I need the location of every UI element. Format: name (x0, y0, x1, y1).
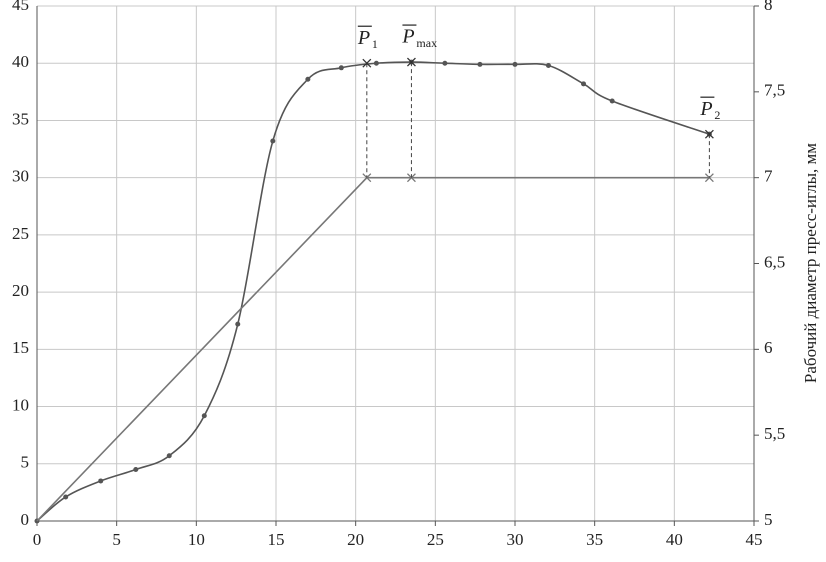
point (235, 321, 241, 327)
x-tick-label: 25 (427, 530, 444, 549)
annotation-text: P (401, 26, 414, 48)
x-tick-label: 40 (666, 530, 683, 549)
y-tick-label: 0 (21, 510, 30, 529)
y-tick-label: 40 (12, 52, 29, 71)
point (338, 65, 344, 71)
annotation-marker (704, 129, 714, 139)
y2-tick-label: 6,5 (764, 252, 785, 271)
x-tick-label: 10 (188, 530, 205, 549)
point (63, 494, 69, 500)
x-tick-label: 20 (347, 530, 364, 549)
series-line (36, 61, 710, 522)
cross-stroke (704, 129, 714, 139)
y-tick-label: 30 (12, 167, 29, 186)
point (270, 138, 276, 144)
annotation-subscript: 2 (714, 108, 720, 122)
y-tick-label: 20 (12, 281, 29, 300)
annotation-subscript: max (416, 36, 437, 50)
series-line (36, 176, 710, 522)
y2-tick-label: 7,5 (764, 81, 785, 100)
point (373, 60, 379, 66)
x-tick-label: 15 (268, 530, 285, 549)
point (609, 98, 615, 104)
point (305, 76, 311, 82)
y-tick-label: 10 (12, 395, 29, 414)
point (545, 63, 551, 69)
point (133, 467, 139, 472)
cross-stroke (406, 57, 416, 67)
y-tick-label: 15 (12, 338, 29, 357)
annotation-text: P (699, 98, 712, 120)
y2-tick-label: 6 (764, 338, 773, 357)
y2-tick-label: 5,5 (764, 424, 785, 443)
y-tick-label: 25 (12, 224, 29, 243)
x-tick-label: 30 (507, 530, 524, 549)
annotation-text: P (357, 27, 370, 49)
x-tick-label: 35 (586, 530, 603, 549)
y2-tick-label: 8 (764, 0, 773, 14)
x-tick-label: 45 (746, 530, 763, 549)
y2-tick-label: 7 (764, 167, 773, 186)
y2-tick-label: 5 (764, 510, 773, 529)
point (512, 61, 518, 67)
y-tick-label: 35 (12, 109, 29, 128)
annotation-marker (362, 58, 372, 68)
point (581, 81, 587, 87)
annotation-subscript: 1 (372, 37, 378, 51)
cross-stroke (362, 58, 372, 68)
y2-axis-label: Рабочий диаметр пресс-иглы, мм (801, 143, 820, 383)
point (166, 453, 172, 459)
point (201, 413, 207, 419)
point (477, 61, 483, 67)
point (442, 60, 448, 66)
x-tick-label: 5 (112, 530, 121, 549)
annotation-marker (406, 57, 416, 67)
y-tick-label: 45 (12, 0, 29, 14)
x-tick-label: 0 (33, 530, 42, 549)
y-tick-label: 5 (21, 453, 30, 472)
point (98, 478, 104, 484)
